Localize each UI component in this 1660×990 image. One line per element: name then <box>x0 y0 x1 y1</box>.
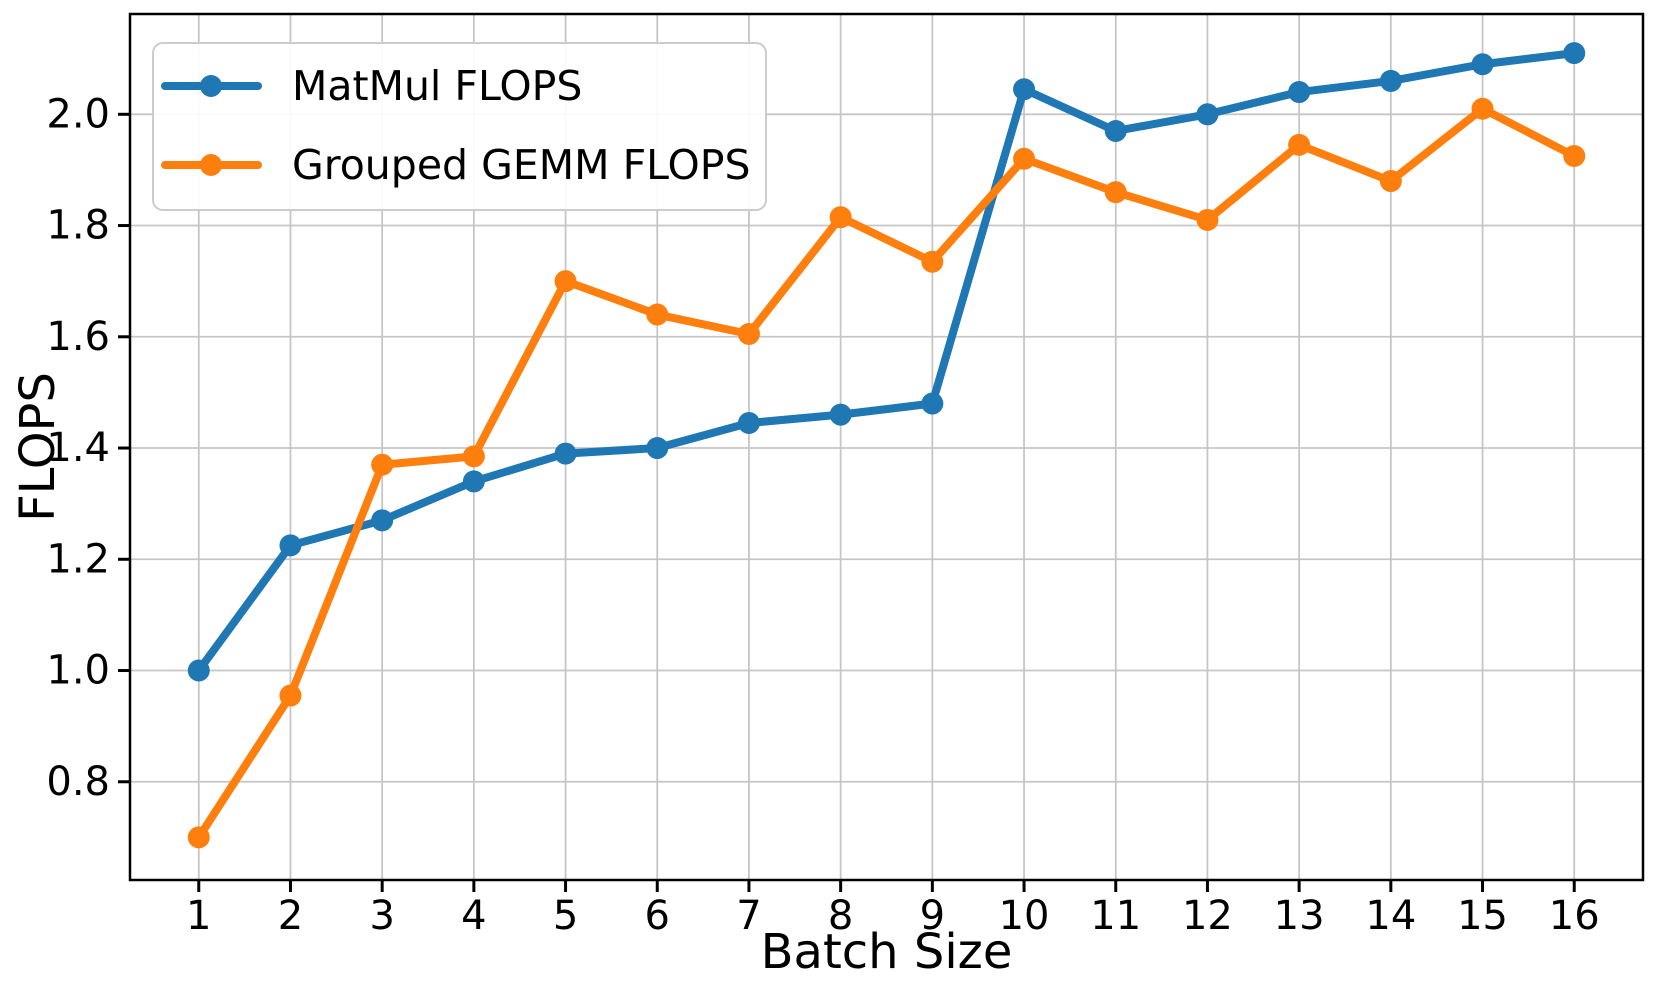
data-point-marker <box>829 206 852 229</box>
y-tick-label: 0.8 <box>46 759 110 805</box>
y-axis-label: FLOPS <box>10 372 66 522</box>
legend-marker <box>200 154 222 176</box>
data-point-marker <box>371 453 394 476</box>
data-point-marker <box>1379 170 1402 193</box>
x-tick-label: 9 <box>920 893 945 939</box>
data-point-marker <box>1563 145 1586 168</box>
data-point-marker <box>462 445 485 468</box>
x-tick-label: 10 <box>999 893 1050 939</box>
x-tick-label: 14 <box>1365 893 1416 939</box>
series-line <box>194 49 1579 675</box>
x-tick-label: 8 <box>828 893 853 939</box>
x-tick-label: 5 <box>553 893 578 939</box>
ticks: 1 2 3 4 5 6 7 8 9 10 11 12 13 14 15 160.81.01.21.41.61.… <box>46 91 1599 939</box>
y-tick-label: 1.0 <box>46 648 110 694</box>
legend-label: MatMul FLOPS <box>292 62 582 110</box>
data-point-marker <box>554 442 577 465</box>
series-grouped-gemm-flops <box>187 97 1586 849</box>
legend-entry-grouped-gemm-flops: Grouped GEMM FLOPS <box>161 141 751 189</box>
x-tick-label: 7 <box>736 893 761 939</box>
data-point-marker <box>1471 97 1494 120</box>
x-tick-label: 12 <box>1182 893 1233 939</box>
x-tick-label: 16 <box>1549 893 1600 939</box>
data-point-marker <box>371 509 394 532</box>
x-tick-label: 1 <box>186 893 211 939</box>
y-tick-label: 2.0 <box>46 91 110 137</box>
legend-entry-matmul-flops: MatMul FLOPS <box>161 62 582 110</box>
x-axis-label: Batch Size <box>761 924 1013 980</box>
y-tick-label: 1.4 <box>46 425 110 471</box>
x-tick-label: 13 <box>1274 893 1325 939</box>
legend-marker <box>200 75 222 97</box>
data-point-marker <box>829 403 852 426</box>
x-tick-label: 11 <box>1090 893 1141 939</box>
data-point-marker <box>187 826 210 849</box>
data-point-marker <box>1379 69 1402 92</box>
series-line <box>194 104 1579 842</box>
data-point-marker <box>737 411 760 434</box>
legend-label: Grouped GEMM FLOPS <box>292 141 751 189</box>
x-tick-label: 2 <box>278 893 303 939</box>
data-point-marker <box>1104 181 1127 204</box>
data-point-marker <box>737 323 760 346</box>
data-point-marker <box>646 303 669 326</box>
data-point-marker <box>1013 147 1036 170</box>
series-matmul-flops <box>187 42 1586 682</box>
y-tick-label: 1.8 <box>46 203 110 249</box>
y-tick-label: 1.6 <box>46 314 110 360</box>
x-tick-label: 3 <box>369 893 394 939</box>
data-point-marker <box>1288 81 1311 104</box>
data-point-marker <box>1104 119 1127 142</box>
data-point-marker <box>279 684 302 707</box>
x-tick-label: 4 <box>461 893 486 939</box>
legend-box <box>152 42 767 211</box>
data-point-marker <box>1471 53 1494 76</box>
data-point-marker <box>187 659 210 682</box>
data-point-marker <box>1563 42 1586 65</box>
data-point-marker <box>279 534 302 557</box>
data-point-marker <box>921 392 944 415</box>
x-tick-label: 15 <box>1457 893 1508 939</box>
data-point-marker <box>1013 78 1036 101</box>
data-point-marker <box>1196 208 1219 231</box>
y-tick-label: 1.2 <box>46 536 110 582</box>
legend: MatMul FLOPS Grouped GEMM FLOPS <box>152 42 767 211</box>
x-tick-label: 6 <box>645 893 670 939</box>
data-point-marker <box>1196 103 1219 126</box>
data-point-marker <box>462 470 485 493</box>
data-point-marker <box>554 270 577 293</box>
data-point-marker <box>921 250 944 273</box>
data-point-marker <box>646 437 669 460</box>
data-point-marker <box>1288 133 1311 156</box>
